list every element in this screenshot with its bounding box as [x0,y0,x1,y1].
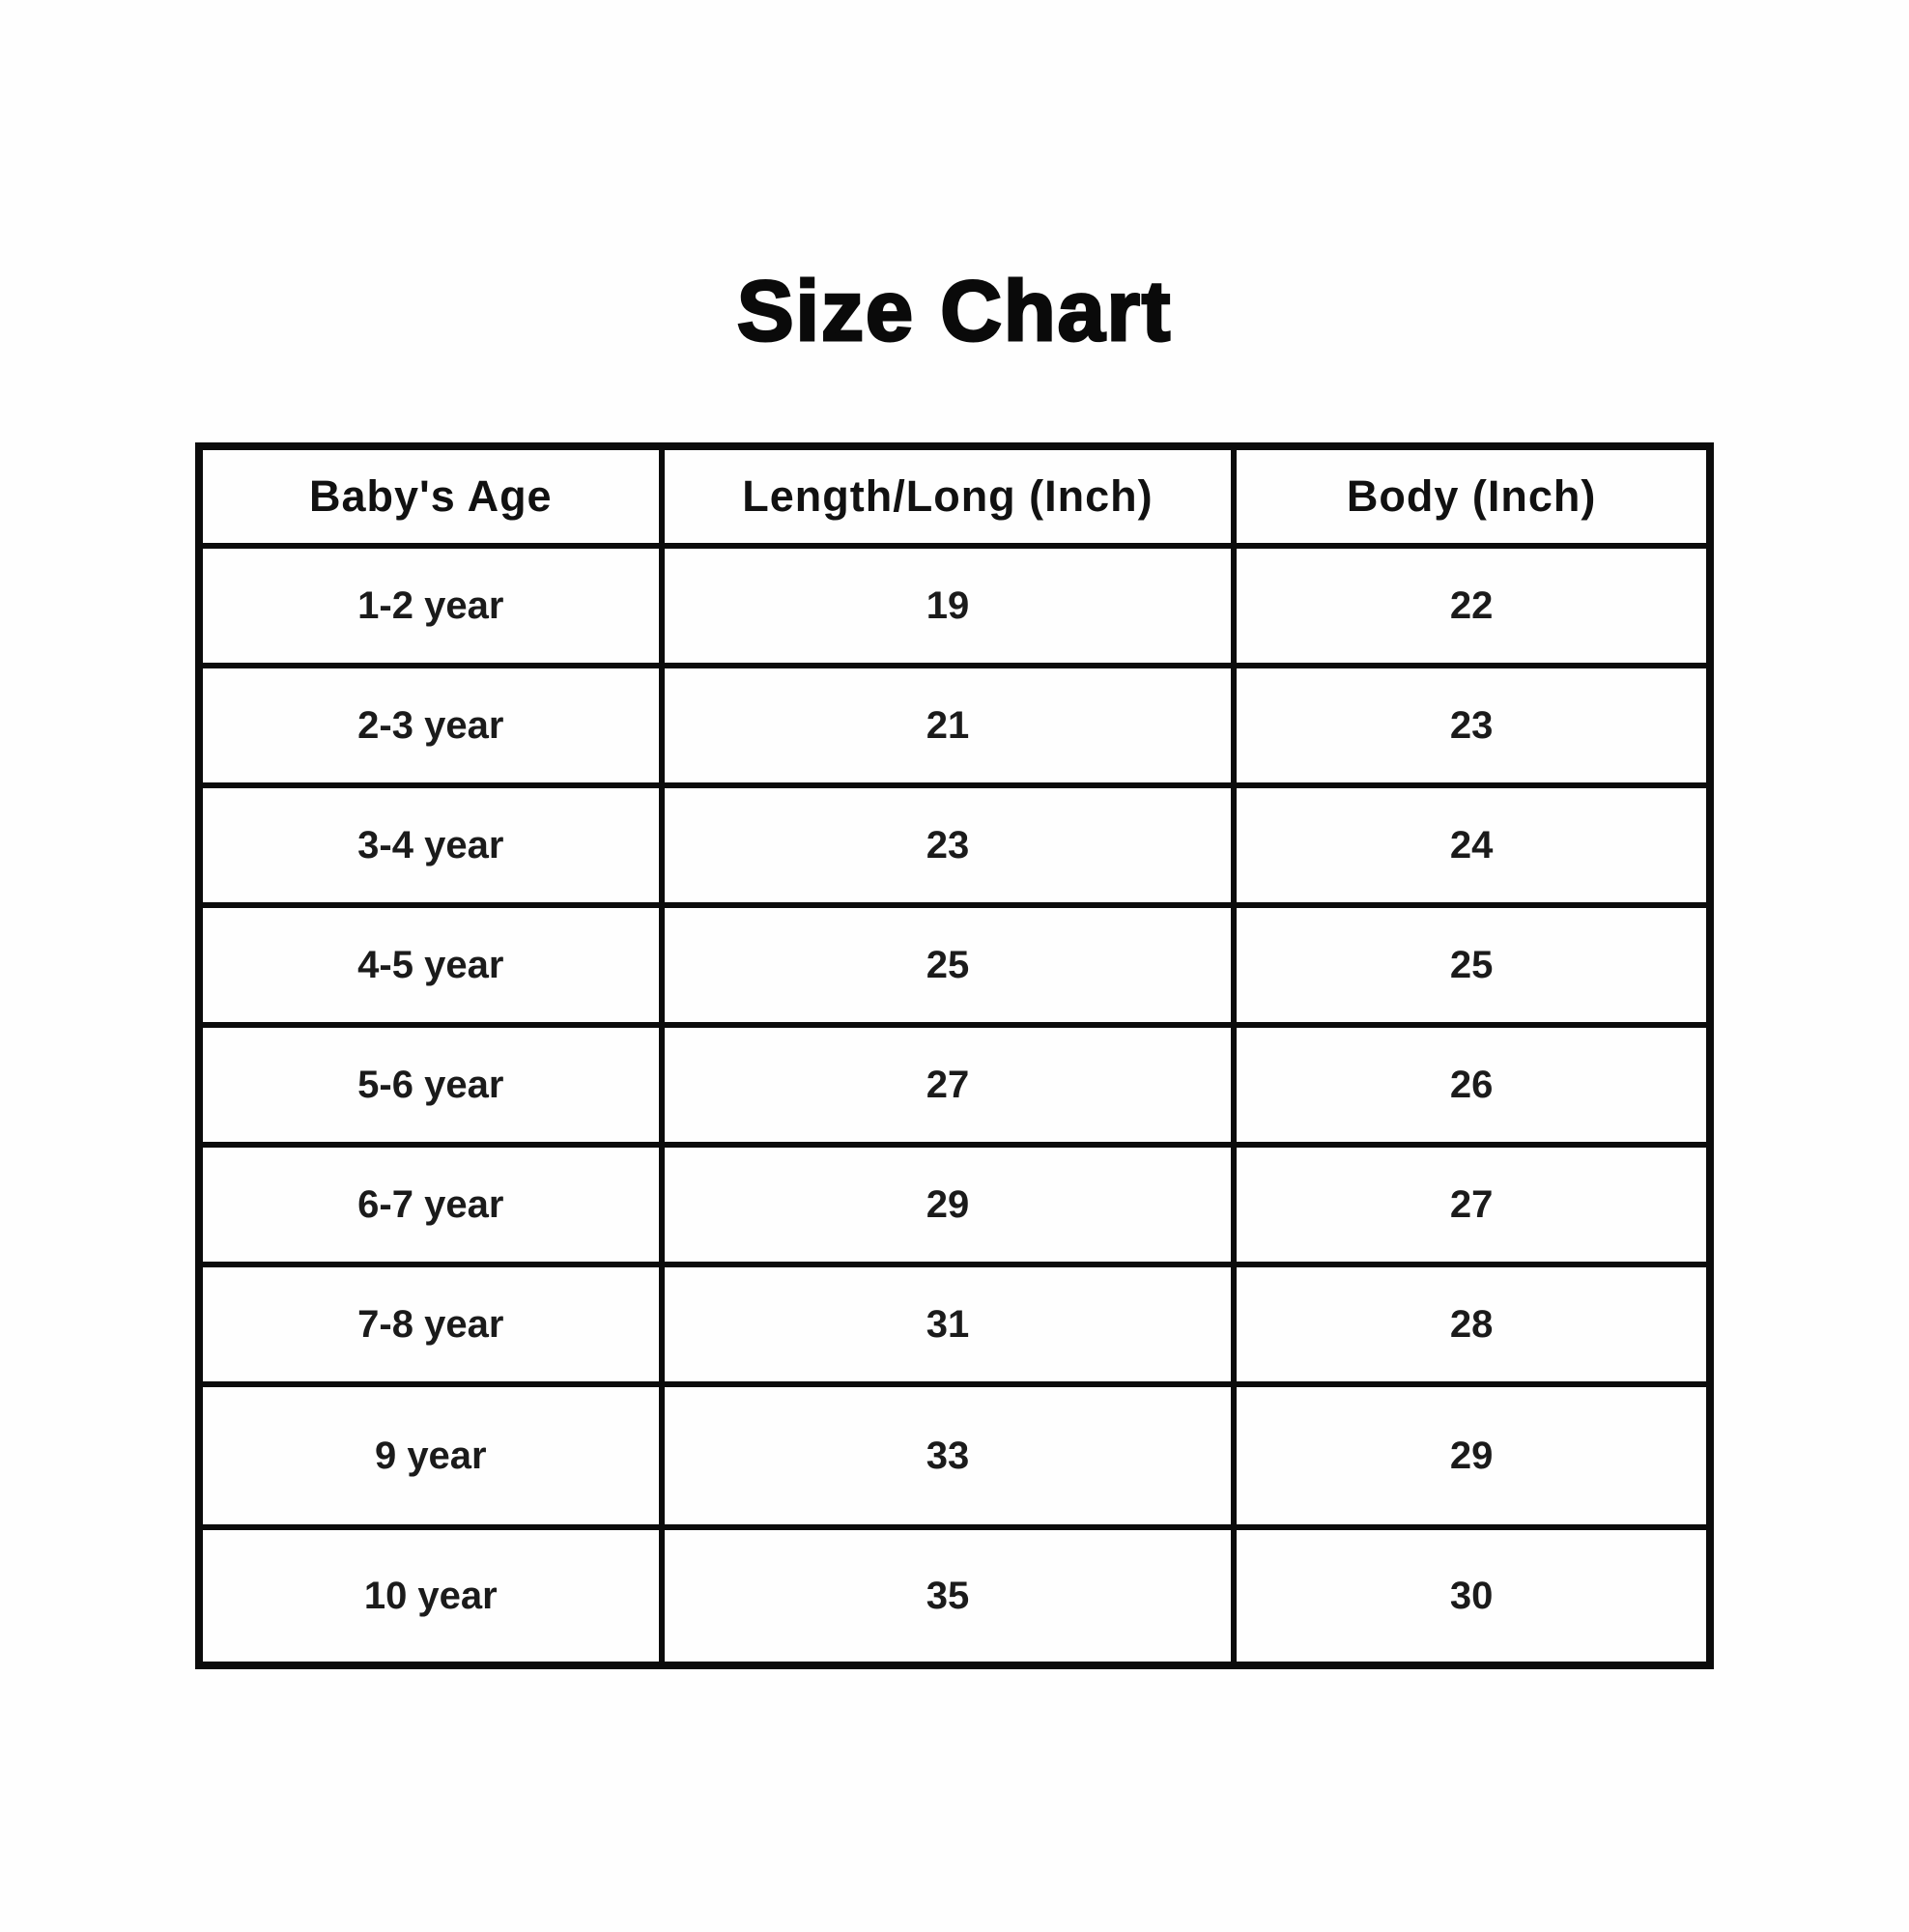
cell-length: 23 [658,782,1238,908]
cell-body: 28 [1231,1262,1713,1387]
cell-length: 31 [658,1262,1238,1387]
cell-body: 25 [1231,902,1713,1028]
cell-length: 25 [658,902,1238,1028]
header-cell-length-long: Length/Long (Inch) [658,443,1238,549]
table-header-row: Baby's Age Length/Long (Inch) Body (Inch… [196,443,1713,549]
cell-body: 23 [1231,663,1713,788]
table-row: 2-3 year 21 23 [196,663,1713,788]
page-title: Size Chart [735,263,1173,358]
cell-age: 3-4 year [196,782,665,908]
cell-body: 30 [1231,1524,1713,1668]
cell-length: 21 [658,663,1238,788]
cell-age: 9 year [196,1381,665,1530]
cell-length: 29 [658,1142,1238,1267]
cell-length: 27 [658,1022,1238,1148]
table-row: 4-5 year 25 25 [196,902,1713,1028]
header-cell-babys-age: Baby's Age [196,443,665,549]
cell-age: 2-3 year [196,663,665,788]
table-row: 9 year 33 29 [196,1381,1713,1530]
cell-body: 22 [1231,543,1713,668]
cell-age: 10 year [196,1524,665,1668]
cell-body: 27 [1231,1142,1713,1267]
cell-body: 24 [1231,782,1713,908]
table-row: 7-8 year 31 28 [196,1262,1713,1387]
table-row: 1-2 year 19 22 [196,543,1713,668]
table-row: 10 year 35 30 [196,1524,1713,1668]
cell-age: 1-2 year [196,543,665,668]
cell-age: 6-7 year [196,1142,665,1267]
table-row: 5-6 year 27 26 [196,1022,1713,1148]
table-row: 3-4 year 23 24 [196,782,1713,908]
header-cell-body: Body (Inch) [1231,443,1713,549]
cell-body: 29 [1231,1381,1713,1530]
cell-length: 35 [658,1524,1238,1668]
cell-age: 7-8 year [196,1262,665,1387]
cell-age: 4-5 year [196,902,665,1028]
cell-length: 33 [658,1381,1238,1530]
size-chart-table: Baby's Age Length/Long (Inch) Body (Inch… [195,442,1714,1669]
table-row: 6-7 year 29 27 [196,1142,1713,1267]
cell-age: 5-6 year [196,1022,665,1148]
cell-length: 19 [658,543,1238,668]
cell-body: 26 [1231,1022,1713,1148]
